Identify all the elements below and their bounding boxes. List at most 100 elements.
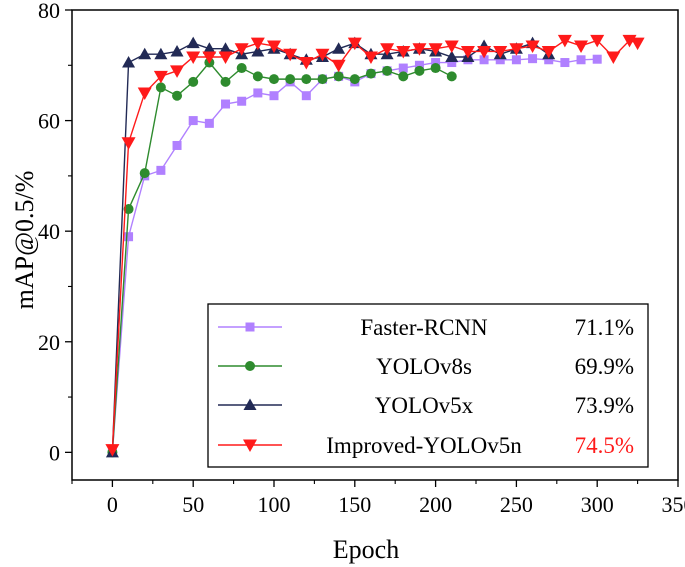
data-point-yolov8s xyxy=(220,76,231,87)
data-point-faster-rcnn xyxy=(511,55,521,65)
data-point-improved-yolov5n xyxy=(234,43,249,56)
data-point-faster-rcnn xyxy=(431,58,441,68)
data-point-faster-rcnn xyxy=(544,55,554,65)
data-point-yolov8s xyxy=(414,65,425,76)
data-point-yolov8s xyxy=(252,71,263,82)
data-point-improved-yolov5n xyxy=(299,57,314,70)
data-point-faster-rcnn xyxy=(188,116,198,126)
data-point-yolov8s xyxy=(382,65,393,76)
x-axis-title: Epoch xyxy=(333,535,399,564)
x-tick-label: 300 xyxy=(581,492,614,517)
data-point-yolov5x xyxy=(170,44,184,57)
data-point-improved-yolov5n xyxy=(283,48,298,62)
legend-box xyxy=(207,303,649,468)
data-point-faster-rcnn xyxy=(447,58,457,68)
data-point-improved-yolov5n xyxy=(606,51,621,64)
data-point-improved-yolov5n xyxy=(444,40,459,53)
data-point-improved-yolov5n xyxy=(630,37,645,51)
series-line-yolov8s xyxy=(111,61,453,453)
data-point-improved-yolov5n xyxy=(428,43,443,56)
ticks-layer: 0 50 100 150 200 250 300 350 0 20 40 60 80 xyxy=(38,0,685,517)
data-point-faster-rcnn xyxy=(172,140,182,150)
data-point-yolov8s xyxy=(188,76,199,87)
data-point-improved-yolov5n xyxy=(347,37,362,51)
x-tick-label: 100 xyxy=(258,492,291,517)
series-layer xyxy=(105,34,645,458)
data-point-improved-yolov5n xyxy=(153,70,168,84)
data-point-improved-yolov5n xyxy=(186,51,201,64)
data-point-yolov5x xyxy=(445,50,459,62)
data-point-improved-yolov5n xyxy=(525,40,540,53)
x-tick-label: 250 xyxy=(500,492,533,517)
data-point-yolov5x xyxy=(219,42,233,54)
data-point-faster-rcnn xyxy=(398,63,408,73)
legend-label-improved-yolov5n: Improved-YOLOv5n xyxy=(326,433,522,458)
y-tick-label: 40 xyxy=(38,219,60,244)
data-point-improved-yolov5n xyxy=(121,137,136,150)
data-point-yolov5x xyxy=(138,47,152,60)
data-point-faster-rcnn xyxy=(576,55,586,65)
data-point-faster-rcnn xyxy=(237,96,247,106)
data-point-yolov8s xyxy=(349,74,360,85)
legend-label-faster-rcnn: Faster-RCNN xyxy=(360,315,488,340)
x-tick-label: 0 xyxy=(107,492,118,517)
data-point-improved-yolov5n xyxy=(315,48,330,62)
legend-value-faster-rcnn: 71.1% xyxy=(575,315,634,340)
y-axis-title: mAP@0.5/% xyxy=(10,171,39,310)
data-point-yolov8s xyxy=(285,74,296,85)
legend-value-yolov5x: 73.9% xyxy=(575,393,634,418)
data-point-yolov5x xyxy=(122,56,136,68)
data-point-improved-yolov5n xyxy=(590,34,605,48)
legend-marker-faster-rcnn xyxy=(245,322,255,332)
data-point-improved-yolov5n xyxy=(574,40,589,53)
data-point-yolov8s xyxy=(269,74,279,85)
data-point-improved-yolov5n xyxy=(105,444,120,457)
data-point-improved-yolov5n xyxy=(363,51,378,64)
data-point-yolov5x xyxy=(186,36,200,49)
legend-marker-yolov8s xyxy=(245,361,255,371)
data-point-yolov8s xyxy=(333,71,344,82)
data-point-improved-yolov5n xyxy=(493,45,508,59)
data-point-improved-yolov5n xyxy=(412,43,427,56)
legend-value-yolov8s: 69.9% xyxy=(575,354,634,379)
data-point-faster-rcnn xyxy=(560,58,570,68)
data-point-improved-yolov5n xyxy=(250,37,265,51)
data-point-yolov8s xyxy=(139,168,150,179)
data-point-improved-yolov5n xyxy=(218,51,233,64)
legend-marker-yolov5x xyxy=(243,398,257,410)
legend-marker-improved-yolov5n xyxy=(243,439,257,452)
data-point-improved-yolov5n xyxy=(541,45,556,59)
data-point-improved-yolov5n xyxy=(557,34,572,48)
data-point-faster-rcnn xyxy=(414,60,424,70)
data-point-faster-rcnn xyxy=(156,165,166,175)
data-point-faster-rcnn xyxy=(301,91,311,101)
x-tick-label: 200 xyxy=(419,492,452,517)
y-tick-label: 20 xyxy=(38,330,60,355)
y-tick-label: 60 xyxy=(38,109,60,134)
y-tick-label: 0 xyxy=(49,440,60,465)
data-point-improved-yolov5n xyxy=(170,65,185,78)
data-point-improved-yolov5n xyxy=(331,59,346,73)
data-point-yolov8s xyxy=(430,63,441,74)
data-point-yolov8s xyxy=(365,68,376,79)
series-line-improved-yolov5n xyxy=(111,39,638,450)
y-tick-label: 80 xyxy=(38,0,60,23)
data-point-yolov8s xyxy=(317,74,328,85)
legend-label-yolov5x: YOLOv5x xyxy=(375,393,474,418)
data-point-faster-rcnn xyxy=(204,118,214,128)
data-point-yolov5x xyxy=(202,42,216,54)
data-point-improved-yolov5n xyxy=(460,45,475,59)
plot-frame xyxy=(71,9,679,481)
data-point-faster-rcnn xyxy=(592,54,602,64)
x-tick-label: 350 xyxy=(662,492,685,517)
data-point-faster-rcnn xyxy=(479,55,489,65)
legend-label-yolov8s: YOLOv8s xyxy=(376,354,472,379)
data-point-improved-yolov5n xyxy=(380,43,395,56)
data-point-yolov8s xyxy=(172,90,183,101)
legend-value-improved-yolov5n: 74.5% xyxy=(575,433,634,458)
data-point-faster-rcnn xyxy=(495,55,505,65)
data-point-improved-yolov5n xyxy=(202,51,217,64)
data-point-faster-rcnn xyxy=(269,91,279,101)
data-point-faster-rcnn xyxy=(253,88,263,98)
